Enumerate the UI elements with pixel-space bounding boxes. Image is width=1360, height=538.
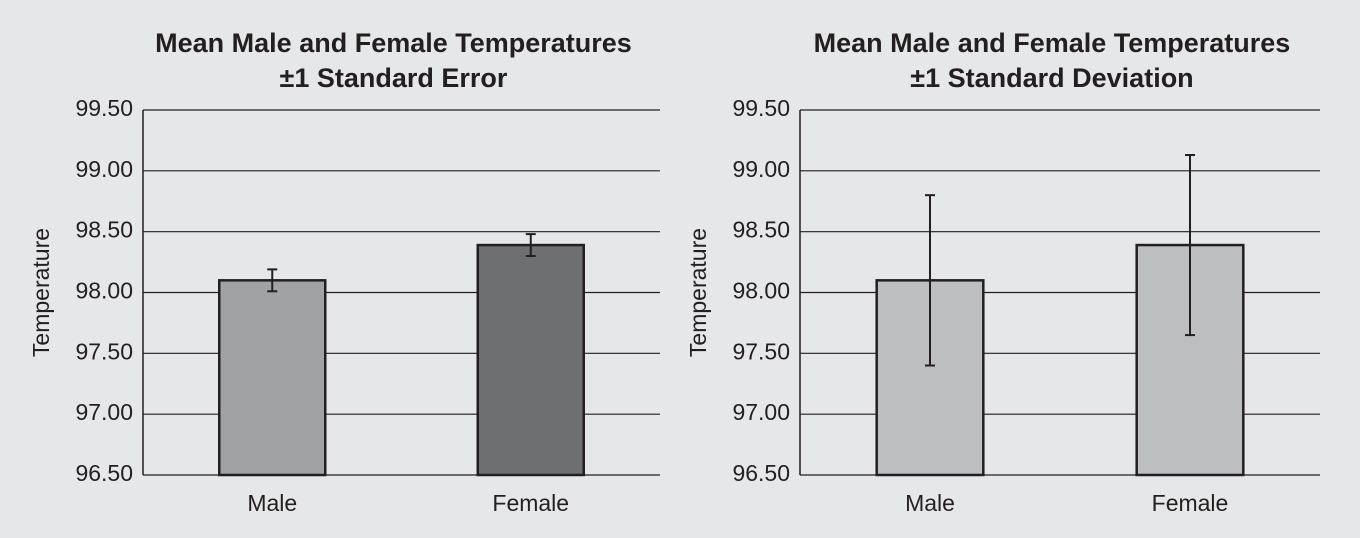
y-tick-label: 97.00 [732, 399, 790, 425]
y-tick-label: 96.50 [75, 460, 133, 486]
x-tick-label: Female [1152, 490, 1229, 516]
y-tick-label: 99.50 [732, 95, 790, 121]
y-tick-label: 99.00 [732, 156, 790, 182]
y-tick-label: 98.00 [732, 278, 790, 304]
error-bar [925, 194, 935, 367]
x-tick-label: Female [492, 490, 569, 516]
chart-subtitle: ±1 Standard Error [280, 63, 508, 93]
y-tick-label: 98.50 [732, 217, 790, 243]
y-tick-label: 97.50 [75, 338, 133, 364]
y-axis-label: Temperature [28, 228, 54, 357]
y-axis-label: Temperature [685, 228, 711, 357]
y-tick-label: 97.00 [75, 399, 133, 425]
chart-title: Mean Male and Female Temperatures [155, 28, 632, 58]
x-tick-label: Male [905, 490, 955, 516]
y-tick-label: 97.50 [732, 338, 790, 364]
error-bar [1185, 154, 1195, 337]
y-tick-label: 99.50 [75, 95, 133, 121]
bar [218, 279, 327, 477]
error-bar [267, 268, 278, 293]
x-tick-label: Male [247, 490, 297, 516]
y-tick-label: 98.00 [75, 278, 133, 304]
error-bar [525, 233, 536, 257]
chart: Mean Male and Female Temperatures ±1 Stan… [685, 28, 1320, 516]
chart: Mean Male and Female Temperatures ±1 Stan… [28, 28, 660, 516]
bar [476, 243, 585, 477]
y-tick-label: 99.00 [75, 156, 133, 182]
y-tick-label: 96.50 [732, 460, 790, 486]
chart-subtitle: ±1 Standard Deviation [910, 63, 1193, 93]
y-tick-label: 98.50 [75, 217, 133, 243]
chart-title: Mean Male and Female Temperatures [814, 28, 1291, 58]
